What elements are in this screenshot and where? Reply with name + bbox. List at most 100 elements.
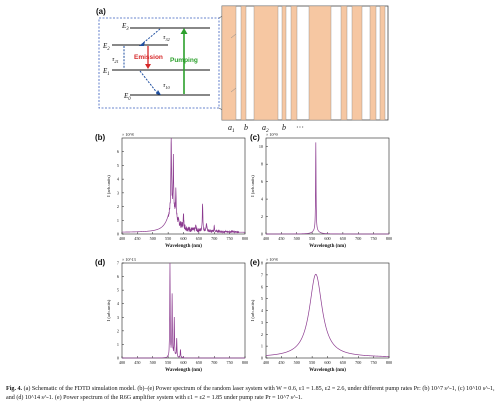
spectrum-series: [122, 263, 245, 359]
x-axis-label: Wavelength (nm): [165, 368, 202, 373]
y-tick-label: 7: [261, 272, 263, 277]
y-tick-label: 1: [117, 342, 119, 347]
x-tick-label: 400: [119, 360, 125, 365]
y-tick-label: 6: [117, 149, 119, 154]
x-tick-label: 450: [134, 236, 140, 241]
plot-frame: [121, 262, 246, 359]
plot-frame: [265, 262, 390, 359]
panel-a-label: (a): [96, 7, 106, 16]
x-tick-label: 450: [134, 360, 140, 365]
y-tick-label: 0: [261, 356, 263, 361]
y-tick-label: 8: [261, 261, 263, 266]
emission-arrowhead: [145, 64, 151, 69]
x-tick-label: 750: [226, 360, 232, 365]
panel-label: (b): [95, 133, 106, 142]
x-tick-label: 500: [294, 236, 300, 241]
x-tick-label: 650: [196, 236, 202, 241]
level-label-E2: E2: [102, 42, 110, 52]
x-tick-label: 800: [386, 360, 392, 365]
spectrum-panel-b: (b) × 10^8 400 450 500 550 600 650 700 750 800 0 1 2 3…: [95, 132, 248, 249]
layer-mark-1: [230, 33, 237, 39]
y-tick-label: 2: [261, 332, 263, 337]
x-tick-label: 400: [263, 236, 269, 241]
layer-1: [240, 5, 247, 121]
panel-label: (c): [250, 133, 260, 142]
y-tick-label: 6: [261, 284, 263, 289]
layer-6: [340, 5, 348, 121]
spectrum-series: [122, 137, 245, 234]
y-tick-label: 4: [117, 177, 120, 182]
layer-7: [351, 5, 363, 121]
x-tick-label: 800: [386, 236, 392, 241]
layer-frame: [221, 5, 389, 121]
level-label-E0: E0: [123, 92, 131, 102]
panel-label: (e): [250, 258, 260, 267]
relax-arrowhead-10: [156, 90, 161, 95]
y-tick-label: 3: [117, 315, 119, 320]
layer-3: [281, 5, 287, 121]
x-tick-label: 650: [340, 360, 346, 365]
spectrum-panel-e: (e) × 10^8 400 450 500 550 600 650 700 750 800 0 1 2 3…: [250, 257, 392, 373]
plot-frame: [265, 137, 390, 235]
pumping-arrowhead: [180, 28, 188, 34]
layer-4: [290, 5, 298, 121]
level-label-E3: E3: [121, 22, 129, 32]
caption-label: Fig. 4.: [6, 386, 23, 392]
y-tick-label: 10: [259, 144, 263, 149]
layer-label-1: b: [244, 123, 248, 132]
x-axis-label: Wavelength (nm): [309, 244, 346, 249]
x-tick-label: 550: [165, 360, 171, 365]
lifetime-tau21: τ21: [112, 56, 119, 64]
y-tick-label: 8: [261, 162, 263, 167]
y-tick-label: 6: [117, 274, 119, 279]
x-tick-label: 450: [278, 360, 284, 365]
layer-8: [369, 5, 377, 121]
layer-2: [253, 5, 279, 121]
emission-label: Emission: [134, 54, 163, 61]
panel-label: (d): [95, 258, 106, 267]
layer-label-2: a2: [262, 123, 269, 134]
x-tick-label: 450: [278, 236, 284, 241]
level-label-E1: E1: [102, 67, 110, 77]
y-exponent: × 10^9: [266, 132, 278, 137]
y-exponent: × 10^8: [266, 257, 278, 262]
x-tick-label: 750: [370, 360, 376, 365]
x-tick-label: 600: [324, 360, 330, 365]
y-tick-label: 3: [117, 190, 119, 195]
layer-9: [379, 5, 386, 121]
spectrum-series: [266, 142, 389, 235]
y-tick-label: 6: [261, 179, 263, 184]
layer-5: [308, 5, 332, 121]
y-tick-label: 3: [261, 320, 263, 325]
x-tick-label: 600: [180, 236, 186, 241]
x-tick-label: 600: [324, 236, 330, 241]
lifetime-tau10: τ10: [163, 82, 171, 90]
x-tick-label: 750: [370, 236, 376, 241]
layer-0: [221, 5, 237, 121]
layer-mark-2: [230, 87, 237, 93]
y-tick-label: 4: [117, 301, 120, 306]
y-axis-label: I (arb.units): [250, 299, 255, 321]
y-tick-label: 0: [261, 232, 263, 237]
spectrum-series: [265, 273, 389, 357]
y-tick-label: 1: [117, 218, 119, 223]
panel-a: (a) E3 E2 E1 E0 τ32 τ21 τ10 Emission Pumping a1 b a2…: [96, 5, 389, 134]
x-tick-label: 800: [242, 360, 248, 365]
y-tick-label: 2: [261, 214, 263, 219]
x-tick-label: 400: [263, 360, 269, 365]
y-tick-label: 5: [117, 288, 119, 293]
x-tick-label: 750: [226, 236, 232, 241]
y-tick-label: 0: [117, 356, 119, 361]
y-exponent: × 10^13: [122, 257, 136, 262]
y-tick-label: 4: [261, 308, 264, 313]
x-tick-label: 800: [242, 236, 248, 241]
x-tick-label: 550: [165, 236, 171, 241]
y-tick-label: 4: [261, 197, 264, 202]
y-tick-label: 5: [117, 163, 119, 168]
x-tick-label: 400: [119, 236, 125, 241]
y-tick-label: 5: [261, 296, 263, 301]
y-axis-label: I (arb.units): [250, 175, 255, 197]
pumping-label: Pumping: [170, 57, 198, 64]
x-axis-label: Wavelength (nm): [309, 368, 346, 373]
